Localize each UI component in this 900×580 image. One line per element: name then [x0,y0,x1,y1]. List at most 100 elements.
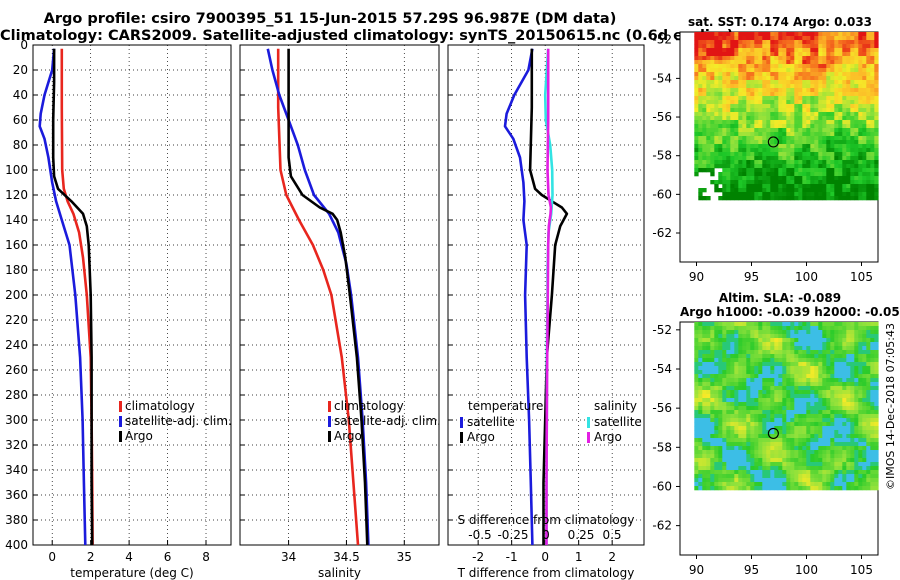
map-cell [782,148,787,153]
map-cell [694,394,699,399]
map-cell [858,56,863,61]
map-cell [798,418,803,423]
map-cell [698,144,703,149]
map-cell [858,386,863,391]
map-cell [842,112,847,117]
map-cell [806,382,811,387]
map-cell [830,402,835,407]
map-cell [790,44,795,49]
map-cell [766,474,771,479]
map-cell [742,342,747,347]
map-cell [802,426,807,431]
map-cell [874,458,879,463]
map-cell [722,48,727,53]
map-cell [710,398,715,403]
map-cell [826,32,831,37]
map-cell [726,394,731,399]
map-cell [758,88,763,93]
map-cell [718,172,723,177]
map-cell [782,394,787,399]
map-cell [714,450,719,455]
map-cell [742,406,747,411]
map-cell [730,60,735,65]
map-cell [730,410,735,415]
map-cell [830,108,835,113]
map-cell [814,120,819,125]
map-cell [806,350,811,355]
map-cell [854,450,859,455]
map-cell [730,184,735,189]
map-cell [702,128,707,133]
map-cell [798,358,803,363]
map-cell [782,92,787,97]
map-cell [862,374,867,379]
map-cell [794,180,799,185]
map-cell [750,414,755,419]
map-cell [778,346,783,351]
map-cell [798,112,803,117]
map-cell [834,116,839,121]
map-cell [726,64,731,69]
map-cell [846,366,851,371]
map-cell [818,156,823,161]
map-cell [770,112,775,117]
map-cell [874,132,879,137]
map-cell [750,478,755,483]
legend-swatch [119,431,122,442]
map-cell [698,156,703,161]
map-cell [770,394,775,399]
map-cell [786,124,791,129]
map-cell [806,180,811,185]
map-cell [874,92,879,97]
map-cell [750,128,755,133]
map-cell [738,48,743,53]
map-cell [738,354,743,359]
map-cell [798,414,803,419]
map-cell [826,322,831,327]
map-cell [850,148,855,153]
map-cell [770,92,775,97]
map-cell [806,478,811,483]
map-cell [722,334,727,339]
map-cell [798,446,803,451]
map-cell [762,394,767,399]
map-cell [850,410,855,415]
map-cell [794,132,799,137]
map-cell [726,414,731,419]
map-cell [698,96,703,101]
map-cell [874,80,879,85]
map-cell [710,330,715,335]
map-cell [698,148,703,153]
map-cell [874,64,879,69]
map-cell [818,482,823,487]
map-cell [738,386,743,391]
map-cell [694,40,699,45]
map-cell [826,362,831,367]
map-cell [766,36,771,41]
map-cell [746,334,751,339]
map-cell [806,402,811,407]
map-cell [766,486,771,491]
map-cell [798,116,803,121]
map-cell [870,394,875,399]
map-cell [718,446,723,451]
map-cell [746,330,751,335]
map-cell [834,164,839,169]
map-cell [822,84,827,89]
map-cell [710,470,715,475]
map-cell [718,474,723,479]
map-cell [770,414,775,419]
map-cell [838,192,843,197]
map-cell [802,132,807,137]
map-cell [702,334,707,339]
map-cell [874,144,879,149]
map-cell [698,80,703,85]
map-cell [798,454,803,459]
map-cell [830,470,835,475]
map-cell [730,322,735,327]
map-cell [774,160,779,165]
map-cell [810,180,815,185]
map-cell [862,184,867,189]
map-cell [710,406,715,411]
map-cell [734,192,739,197]
